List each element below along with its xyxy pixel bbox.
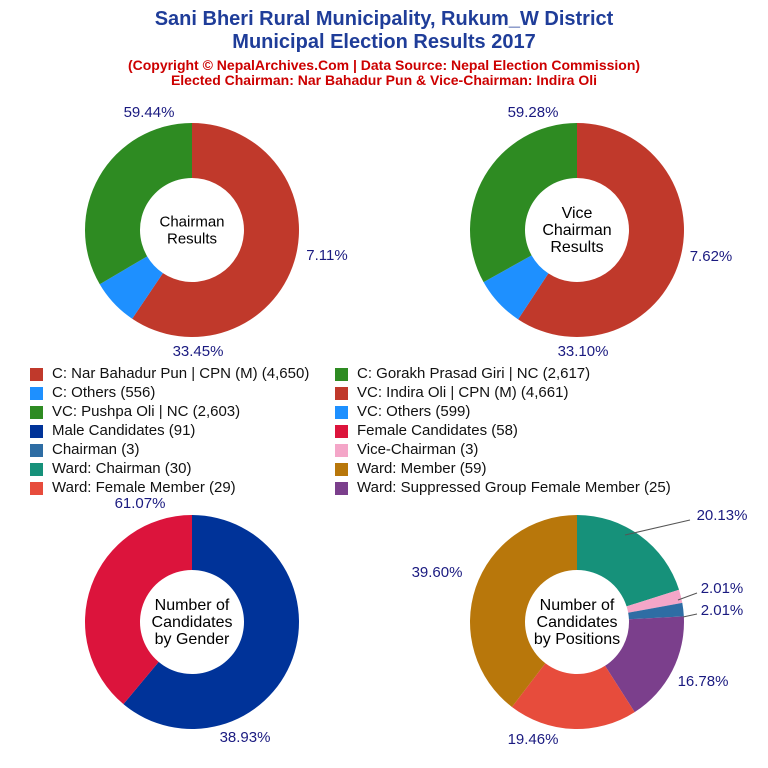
donut-slice-2-0 (123, 515, 299, 729)
legend-label: Chairman (3) (52, 441, 140, 458)
legend-swatch (30, 482, 43, 495)
donut-center-label-2-0: Number of (155, 597, 230, 614)
leader-line-1 (677, 592, 698, 601)
chart-title-line2: Municipal Election Results 2017 (232, 31, 536, 53)
legend-swatch (30, 406, 43, 419)
slice-percent-label-0-2: 33.45% (173, 343, 224, 360)
donut-slice-3-2 (628, 602, 684, 620)
donut-center-label-2-2: by Gender (155, 631, 230, 648)
legend-swatch (30, 444, 43, 457)
donut-slice-3-1 (626, 589, 683, 613)
donut-center-label-2-1: Candidates (152, 614, 233, 631)
donut-slice-0-2 (85, 122, 192, 285)
donut-slice-1-1 (483, 255, 549, 320)
slice-percent-label-2-1: 38.93% (220, 729, 271, 746)
donut-slice-3-4 (511, 663, 635, 729)
legend-label: C: Gorakh Prasad Giri | NC (2,617) (357, 365, 591, 382)
legend-label: Female Candidates (58) (357, 422, 518, 439)
donut-center-label-3-0: Number of (540, 597, 615, 614)
donut-slice-0-1 (99, 256, 163, 319)
donut-slice-3-3 (605, 616, 684, 713)
legend-swatch (30, 387, 43, 400)
leader-line-2 (682, 613, 698, 618)
donut-slice-0-0 (132, 123, 300, 337)
legend-label: Ward: Female Member (29) (52, 479, 236, 496)
chart-subtitle-line2: Elected Chairman: Nar Bahadur Pun & Vice… (170, 72, 598, 88)
slice-percent-label-1-2: 33.10% (558, 343, 609, 360)
slice-percent-label-3-4: 19.46% (508, 731, 559, 748)
legend-swatch (335, 368, 348, 381)
legend-label: VC: Indira Oli | CPN (M) (4,661) (357, 384, 569, 401)
legend-swatch (335, 482, 348, 495)
donut-center-label-1-2: Results (550, 239, 603, 256)
legend-swatch (30, 425, 43, 438)
legend-label: VC: Pushpa Oli | NC (2,603) (52, 403, 241, 420)
slice-percent-label-1-1: 7.62% (690, 248, 733, 265)
legend-swatch (30, 368, 43, 381)
chart-subtitle-line1: (Copyright © NepalArchives.Com | Data So… (127, 57, 641, 73)
donut-center-label-3-2: by Positions (534, 631, 620, 648)
slice-percent-label-3-3: 16.78% (678, 673, 729, 690)
donut-slice-3-5 (470, 515, 577, 707)
legend-swatch (335, 425, 348, 438)
slice-percent-label-3-5: 39.60% (412, 564, 463, 581)
donut-slice-3-0 (577, 515, 680, 607)
slice-percent-label-1-0: 59.28% (508, 104, 559, 121)
legend-label: C: Nar Bahadur Pun | CPN (M) (4,650) (52, 365, 310, 382)
slice-percent-label-3-1: 2.01% (701, 580, 744, 597)
donut-center-label-3-1: Candidates (537, 614, 618, 631)
slice-percent-label-0-1: 7.11% (306, 247, 347, 264)
legend-label: Ward: Suppressed Group Female Member (25… (357, 479, 671, 496)
donut-center-label-1-1: Chairman (542, 222, 611, 239)
legend-label: Vice-Chairman (3) (357, 441, 479, 458)
chart-title-line1: Sani Bheri Rural Municipality, Rukum_W D… (154, 8, 614, 30)
legend-label: Male Candidates (91) (52, 422, 196, 439)
donut-center-label-0-1: Results (167, 231, 217, 248)
donut-slice-1-2 (470, 123, 577, 283)
legend-swatch (335, 406, 348, 419)
slice-percent-label-3-0: 20.13% (697, 507, 748, 524)
slice-percent-label-2-0: 61.07% (115, 495, 166, 512)
slice-percent-label-3-2: 2.01% (701, 602, 744, 619)
legend-label: VC: Others (599) (357, 403, 471, 420)
legend-label: C: Others (556) (52, 384, 156, 401)
donut-center-label-1-0: Vice (562, 205, 593, 222)
leader-line-0 (624, 519, 691, 536)
slice-percent-label-0-0: 59.44% (124, 104, 175, 121)
donut-slice-1-0 (518, 123, 684, 337)
donut-center-label-0-0: Chairman (159, 214, 224, 231)
legend-swatch (335, 463, 348, 476)
legend-swatch (335, 444, 348, 457)
legend-label: Ward: Member (59) (357, 460, 487, 477)
donut-slice-2-1 (85, 515, 192, 705)
legend-swatch (335, 387, 348, 400)
legend-swatch (30, 463, 43, 476)
legend-label: Ward: Chairman (30) (52, 460, 192, 477)
